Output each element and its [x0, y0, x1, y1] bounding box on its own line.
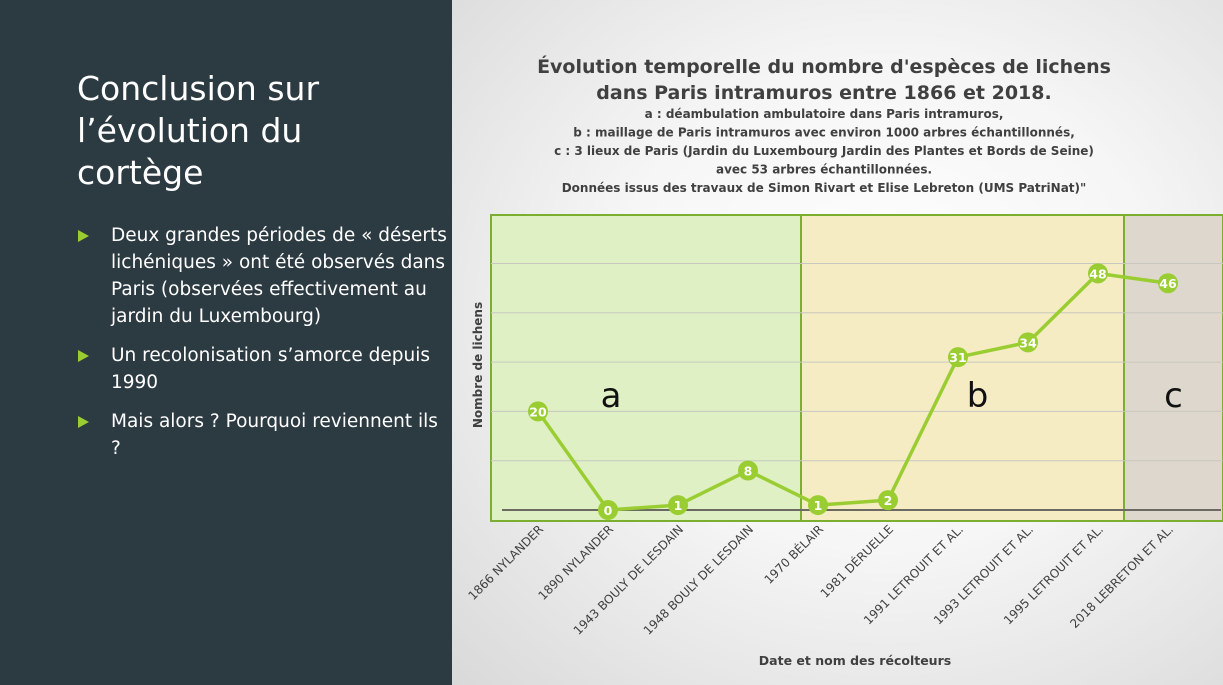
- line-chart: Évolution temporelle du nombre d'espèces…: [466, 55, 1223, 668]
- bullet-arrow-icon: [78, 416, 89, 428]
- chart-title-line-2: dans Paris intramuros entre 1866 et 2018…: [596, 82, 1051, 104]
- data-point: [1158, 273, 1178, 294]
- data-point: [1088, 263, 1108, 284]
- data-label: 20: [529, 404, 547, 419]
- slide-title: Conclusion sur l’évolution du cortège: [77, 69, 320, 192]
- x-tick-label: 1866 NYLANDER: [466, 522, 547, 603]
- x-axis-label: Date et nom des récolteurs: [759, 653, 951, 668]
- data-point: [528, 401, 548, 422]
- data-point: [878, 490, 898, 511]
- data-point: [808, 495, 828, 516]
- chart-series: 20 0 1 8 1 2 31 34 48 46: [528, 263, 1178, 520]
- left-panel: Conclusion sur l’évolution du cortège De…: [0, 0, 452, 685]
- data-label: 1: [674, 498, 683, 513]
- chart-subtitle: a : déambulation ambulatoire dans Paris …: [554, 107, 1094, 195]
- data-point: [948, 347, 968, 368]
- data-label: 46: [1159, 276, 1177, 291]
- region-c-background: [1124, 215, 1223, 521]
- region-a-label: a: [601, 376, 622, 416]
- data-label: 1: [814, 498, 823, 513]
- series-line: [536, 271, 1169, 512]
- data-label: 0: [604, 503, 613, 518]
- region-b-background: [801, 215, 1124, 521]
- chart-subtitle-line: c : 3 lieux de Paris (Jardin du Luxembou…: [554, 144, 1094, 158]
- chart-panel: Évolution temporelle du nombre d'espèces…: [452, 0, 1223, 685]
- data-label: 34: [1019, 335, 1037, 350]
- bullet-item: Mais alors ? Pourquoi reviennent ils ?: [78, 408, 450, 462]
- bullet-text: Un recolonisation s’amorce depuis 1990: [111, 345, 431, 393]
- chart-regions: a b c: [490, 214, 1223, 522]
- x-tick-label: 1890 NYLANDER: [536, 522, 617, 603]
- data-point: [738, 460, 758, 481]
- data-point: [1018, 332, 1038, 353]
- x-tick-label: 1970 BÉLAIR: [761, 522, 826, 587]
- bullet-item: Deux grandes périodes de « déserts liché…: [78, 222, 450, 330]
- chart-subtitle-line: avec 53 arbres échantillonnées.: [716, 163, 932, 177]
- data-point: [598, 500, 618, 520]
- bullet-item: Un recolonisation s’amorce depuis 1990: [78, 342, 450, 396]
- data-label: 48: [1089, 266, 1106, 281]
- bullet-text: Deux grandes périodes de « déserts liché…: [111, 225, 447, 327]
- y-axis-label: Nombre de lichens: [471, 302, 485, 428]
- data-point: [668, 495, 688, 516]
- data-label: 8: [744, 464, 753, 479]
- data-label: 31: [949, 350, 966, 365]
- region-c-label: c: [1164, 376, 1183, 416]
- data-label: 2: [884, 493, 893, 508]
- bullet-list: Deux grandes périodes de « déserts liché…: [78, 222, 450, 474]
- bullet-arrow-icon: [78, 230, 89, 242]
- chart-subtitle-line: b : maillage de Paris intramuros avec en…: [573, 126, 1075, 140]
- x-tick-label: 1981 DÉRUELLE: [817, 522, 896, 601]
- region-c-border: [1123, 214, 1223, 522]
- chart-title-line-1: Évolution temporelle du nombre d'espèces…: [537, 55, 1111, 78]
- bullet-text: Mais alors ? Pourquoi reviennent ils ?: [111, 411, 438, 459]
- chart-subtitle-line: Données issus des travaux de Simon Rivar…: [562, 181, 1087, 195]
- region-b-label: b: [967, 376, 989, 416]
- chart-subtitle-line: a : déambulation ambulatoire dans Paris …: [645, 107, 1004, 121]
- bullet-arrow-icon: [78, 350, 89, 362]
